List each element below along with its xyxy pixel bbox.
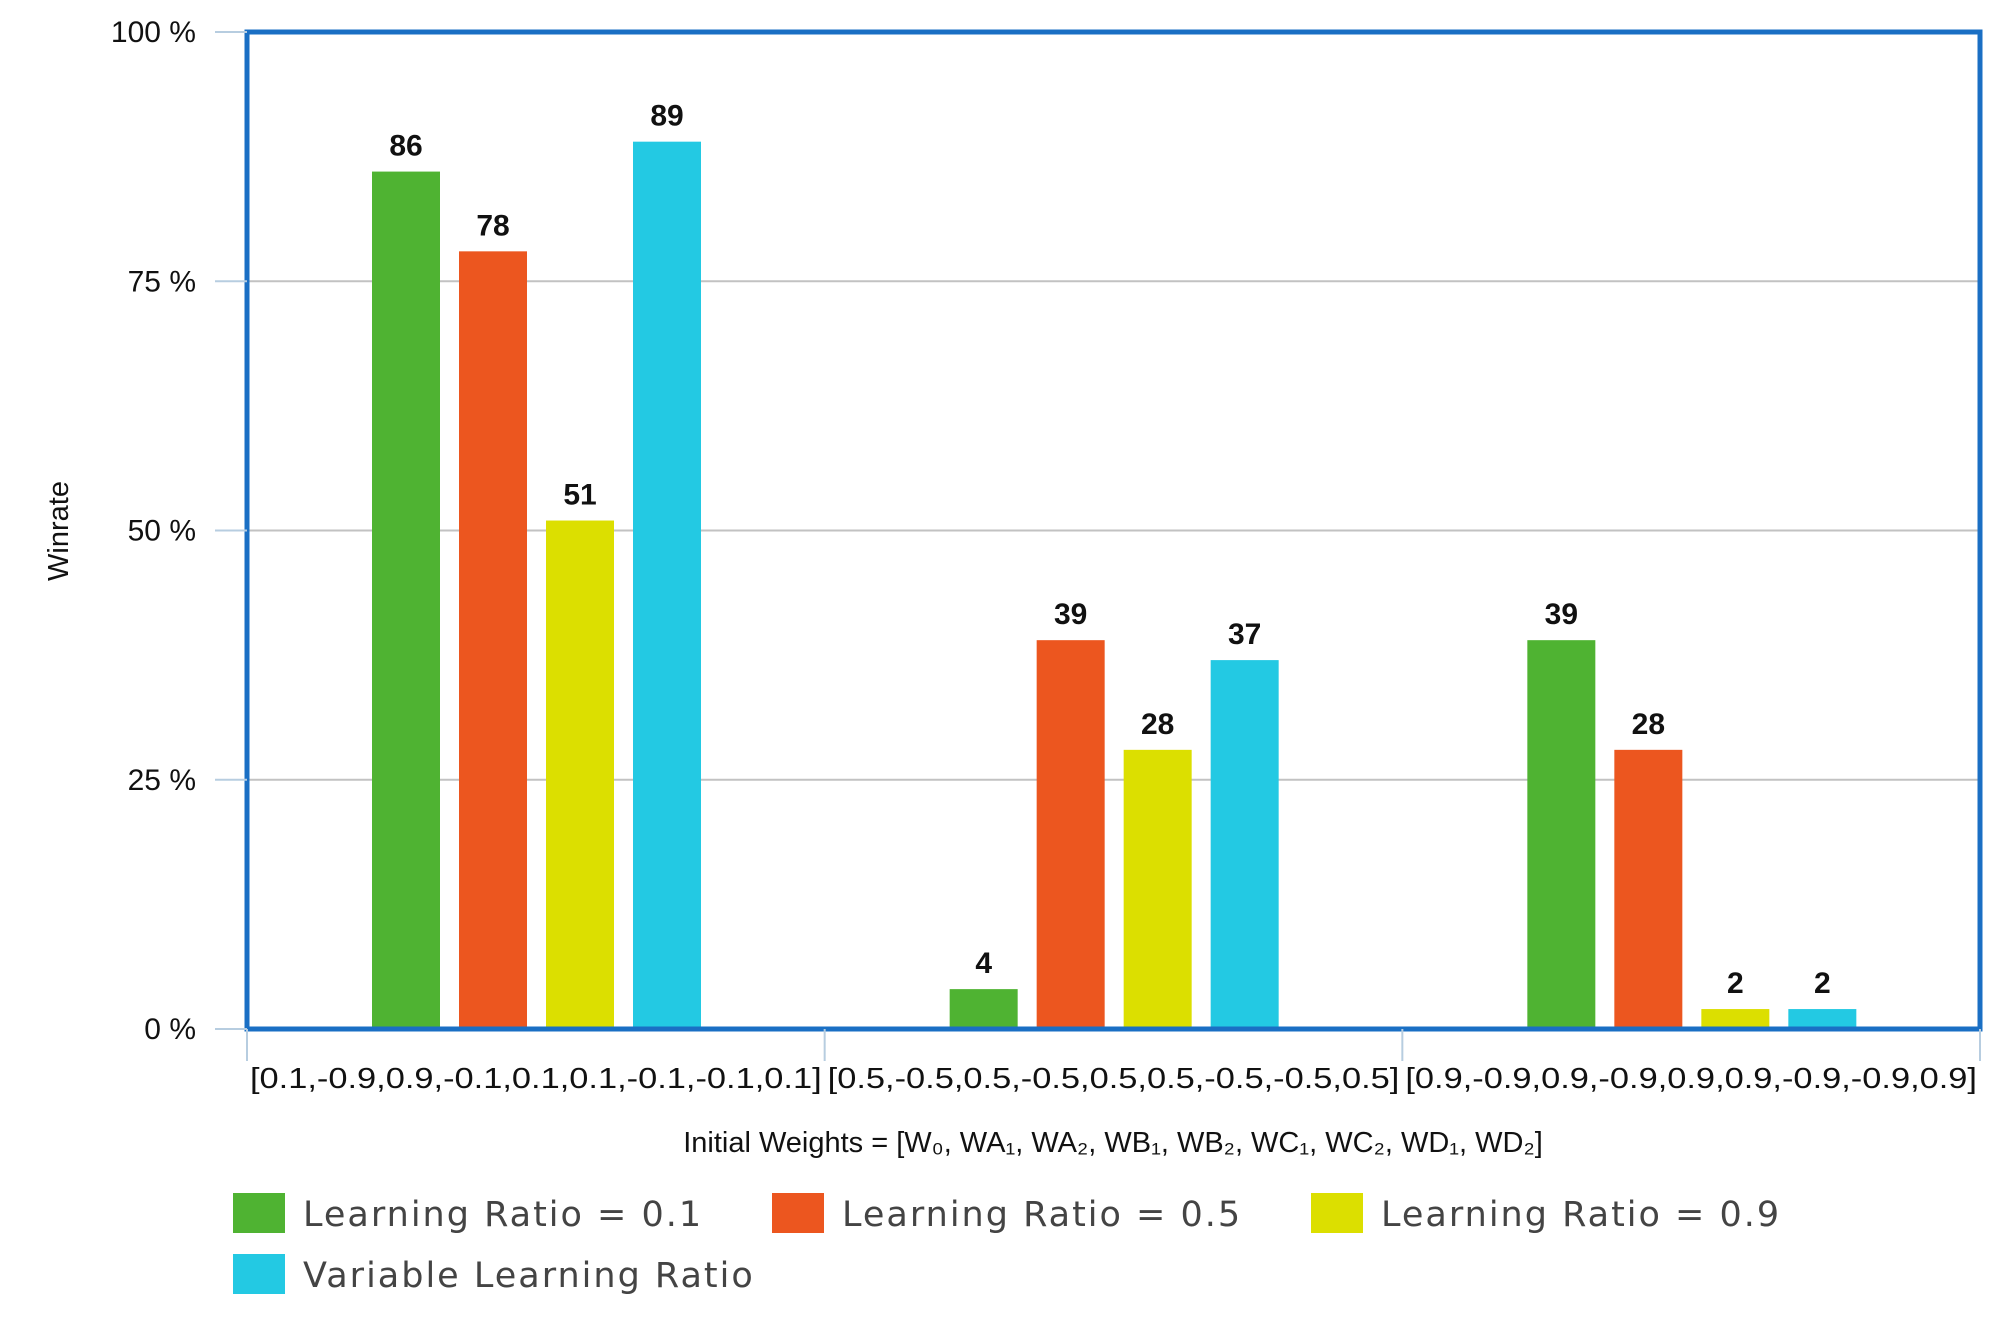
x-category-label: [0.9,-0.9,0.9,-0.9,0.9,0.9,-0.9,-0.9,0.9… (1405, 1063, 1977, 1095)
bar (1527, 640, 1596, 1029)
bar (1123, 749, 1192, 1029)
y-axis: 0 % 25 % 50 % 75 % 100 % (111, 16, 247, 1046)
legend-label: Learning Ratio = 0.9 (1381, 1195, 1781, 1235)
legend-swatch (1311, 1193, 1363, 1233)
y-tick-label: 0 % (144, 1013, 196, 1046)
data-label: 2 (1727, 967, 1744, 1000)
legend: Learning Ratio = 0.1 Learning Ratio = 0.5… (233, 1193, 1781, 1296)
x-axis: [0.1,-0.9,0.9,-0.1,0.1,0.1,-0.1,-0.1,0.1… (246, 1029, 1981, 1095)
data-label: 4 (975, 947, 992, 980)
x-category-label: [0.1,-0.9,0.9,-0.1,0.1,0.1,-0.1,-0.1,0.1… (250, 1063, 822, 1095)
data-label: 39 (1054, 598, 1087, 631)
y-tick-label: 25 % (128, 764, 196, 797)
bars (372, 141, 1857, 1030)
y-tick-label: 100 % (111, 16, 196, 49)
x-category-label: [0.5,-0.5,0.5,-0.5,0.5,0.5,-0.5,-0.5,0.5… (828, 1063, 1400, 1095)
data-label: 86 (389, 130, 422, 163)
legend-swatch (233, 1193, 285, 1233)
data-labels: 86 4 39 78 39 28 51 28 2 89 37 2 (389, 100, 1830, 1000)
bar (949, 989, 1018, 1029)
y-axis-title: Winrate (43, 481, 75, 581)
data-label: 89 (650, 100, 683, 133)
bar (1036, 640, 1105, 1029)
y-tick-label: 75 % (128, 265, 196, 298)
x-axis-title: Initial Weights = [W₀, WA₁, WA₂, WB₁, WB… (683, 1127, 1543, 1159)
legend-swatch (772, 1193, 824, 1233)
bar (1614, 749, 1683, 1029)
bar (633, 141, 701, 1030)
data-label: 28 (1141, 708, 1174, 741)
bar (372, 171, 440, 1029)
bar (546, 520, 614, 1029)
legend-label: Learning Ratio = 0.5 (842, 1195, 1242, 1235)
data-label: 2 (1814, 967, 1831, 1000)
y-tick-label: 50 % (128, 515, 196, 548)
bar (1701, 1009, 1770, 1029)
gridlines (247, 280, 1980, 781)
data-label: 51 (563, 479, 596, 512)
data-label: 39 (1545, 598, 1578, 631)
legend-label: Learning Ratio = 0.1 (303, 1195, 703, 1235)
bar (1210, 660, 1279, 1029)
data-label: 28 (1632, 708, 1665, 741)
legend-swatch (233, 1254, 285, 1294)
bar (1788, 1009, 1857, 1029)
bar (459, 251, 527, 1030)
legend-label: Variable Learning Ratio (303, 1256, 755, 1296)
data-label: 37 (1228, 618, 1261, 651)
data-label: 78 (476, 209, 509, 242)
